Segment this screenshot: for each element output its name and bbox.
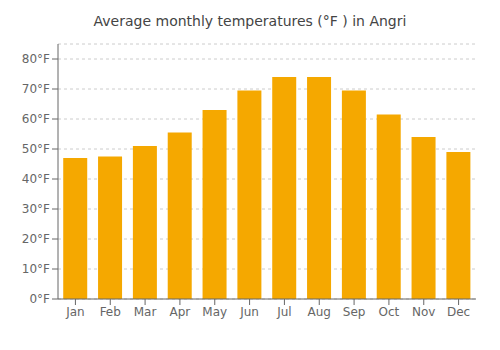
svg-text:Nov: Nov	[412, 305, 435, 319]
svg-text:Jul: Jul	[276, 305, 291, 319]
svg-text:Sep: Sep	[343, 305, 366, 319]
svg-text:10°F: 10°F	[22, 262, 50, 276]
svg-text:Feb: Feb	[100, 305, 121, 319]
svg-text:50°F: 50°F	[22, 142, 50, 156]
svg-text:Jun: Jun	[239, 305, 259, 319]
svg-text:Dec: Dec	[447, 305, 470, 319]
svg-text:Apr: Apr	[170, 305, 191, 319]
svg-text:80°F: 80°F	[22, 52, 50, 66]
svg-text:Mar: Mar	[134, 305, 157, 319]
svg-text:Oct: Oct	[379, 305, 400, 319]
svg-text:70°F: 70°F	[22, 82, 50, 96]
svg-text:Jan: Jan	[65, 305, 85, 319]
svg-text:May: May	[202, 305, 227, 319]
svg-text:Aug: Aug	[308, 305, 331, 319]
svg-text:30°F: 30°F	[22, 202, 50, 216]
svg-text:40°F: 40°F	[22, 172, 50, 186]
svg-text:60°F: 60°F	[22, 112, 50, 126]
svg-text:0°F: 0°F	[29, 292, 50, 306]
html-text:Average monthly temperatures (: Average monthly temperatures (°F ) in An…	[93, 13, 407, 29]
svg-text:20°F: 20°F	[22, 232, 50, 246]
